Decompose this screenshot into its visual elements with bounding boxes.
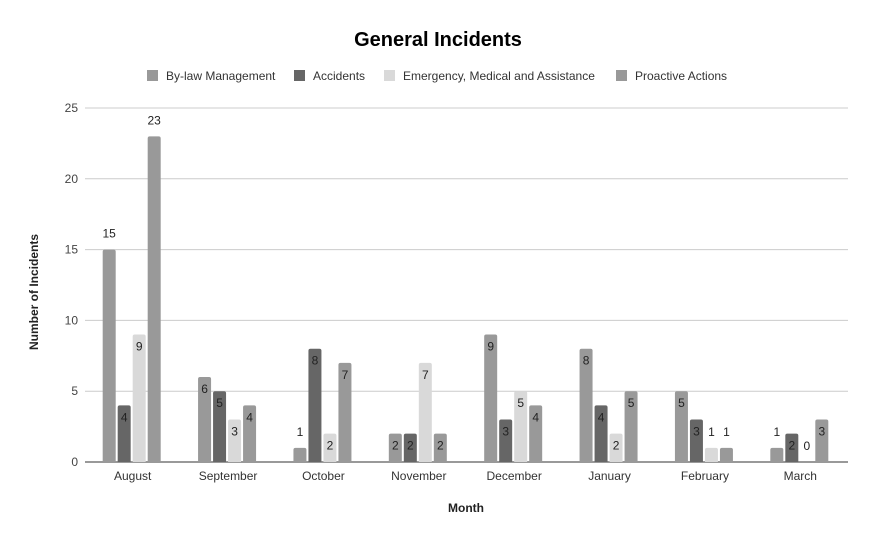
x-tick-label: August (114, 469, 152, 483)
bar (308, 348, 322, 462)
x-tick-label: March (784, 469, 817, 483)
data-label: 0 (803, 439, 810, 453)
bar (117, 405, 131, 462)
x-tick-label: January (588, 469, 631, 483)
bar (433, 433, 447, 462)
bar (484, 334, 498, 462)
data-label: 4 (598, 410, 605, 424)
data-label: 2 (327, 439, 334, 453)
data-label: 4 (246, 410, 253, 424)
data-label: 23 (148, 113, 162, 127)
bar (338, 362, 352, 462)
bar (609, 433, 623, 462)
bar (132, 334, 146, 462)
data-label: 1 (708, 425, 715, 439)
bar (719, 447, 733, 462)
data-label: 5 (628, 396, 635, 410)
bar (815, 419, 829, 462)
data-label: 2 (392, 439, 399, 453)
y-axis-title: Number of Incidents (27, 234, 41, 350)
legend-swatch (616, 70, 627, 81)
y-tick-label: 25 (65, 101, 79, 115)
data-label: 6 (201, 382, 208, 396)
data-label: 4 (121, 410, 128, 424)
data-label: 7 (422, 368, 429, 382)
data-label: 3 (693, 425, 700, 439)
data-label: 2 (613, 439, 620, 453)
bar (403, 433, 417, 462)
bar (704, 447, 718, 462)
bar (594, 405, 608, 462)
x-tick-label: December (487, 469, 542, 483)
bar (228, 419, 242, 462)
x-tick-label: February (681, 469, 729, 483)
legend-label: Accidents (313, 69, 365, 83)
data-label: 9 (487, 340, 494, 354)
y-tick-label: 20 (65, 172, 79, 186)
bar (243, 405, 257, 462)
legend-label: Proactive Actions (635, 69, 727, 83)
bar (514, 391, 528, 462)
bar (785, 433, 799, 462)
bar (293, 447, 307, 462)
data-label: 7 (342, 368, 349, 382)
chart-title: General Incidents (354, 29, 522, 51)
y-tick-label: 5 (71, 384, 78, 398)
bar (147, 136, 161, 462)
x-tick-label: November (391, 469, 446, 483)
data-label: 1 (723, 425, 730, 439)
legend-swatch (384, 70, 395, 81)
bar (323, 433, 337, 462)
data-label: 3 (818, 425, 825, 439)
bar (529, 405, 543, 462)
bar (213, 391, 227, 462)
x-axis-title: Month (448, 501, 484, 515)
legend-swatch (147, 70, 158, 81)
data-label: 3 (231, 425, 238, 439)
bar (499, 419, 513, 462)
data-label: 5 (517, 396, 524, 410)
data-label: 2 (407, 439, 414, 453)
y-tick-label: 15 (65, 243, 79, 257)
data-label: 1 (773, 425, 780, 439)
x-tick-label: October (302, 469, 345, 483)
data-label: 8 (583, 354, 590, 368)
bar (689, 419, 703, 462)
legend-swatch (294, 70, 305, 81)
legend-label: Emergency, Medical and Assistance (403, 69, 595, 83)
data-label: 3 (502, 425, 509, 439)
data-label: 2 (437, 439, 444, 453)
data-label: 15 (103, 227, 117, 241)
x-tick-label: September (199, 469, 258, 483)
data-label: 4 (532, 410, 539, 424)
bar (418, 362, 432, 462)
bar (674, 391, 688, 462)
data-label: 5 (678, 396, 685, 410)
data-label: 1 (297, 425, 304, 439)
data-label: 2 (788, 439, 795, 453)
y-tick-label: 0 (71, 455, 78, 469)
bar (770, 447, 784, 462)
data-label: 5 (216, 396, 223, 410)
data-label: 9 (136, 340, 143, 354)
data-label: 8 (312, 354, 319, 368)
bar (388, 433, 402, 462)
bar (624, 391, 638, 462)
bar (579, 348, 593, 462)
y-tick-label: 10 (65, 313, 79, 327)
bar (198, 377, 212, 462)
legend-label: By-law Management (166, 69, 276, 83)
bar (102, 249, 116, 462)
